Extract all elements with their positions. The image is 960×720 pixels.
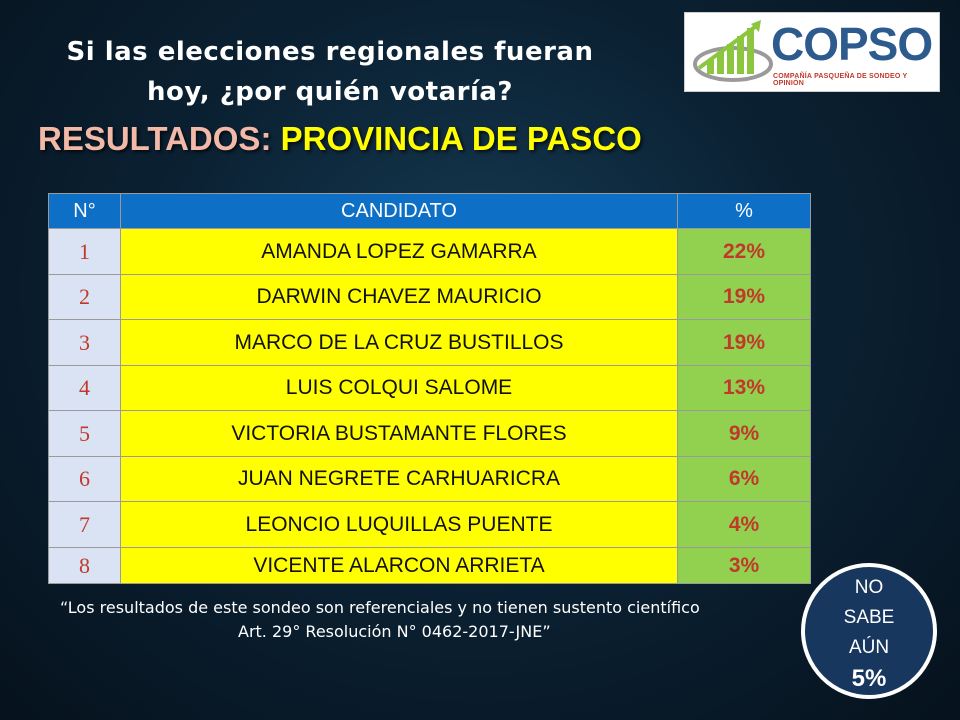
badge-line-3: AÚN bbox=[848, 637, 890, 658]
table-row: 4 LUIS COLQUI SALOME 13% bbox=[48, 365, 811, 411]
candidate-name: LEONCIO LUQUILLAS PUENTE bbox=[120, 501, 678, 548]
candidate-name: AMANDA LOPEZ GAMARRA bbox=[120, 228, 678, 275]
row-number: 8 bbox=[48, 547, 121, 584]
table-row: 3 MARCO DE LA CRUZ BUSTILLOS 19% bbox=[48, 319, 811, 366]
disclaimer-line-2: Art. 29° Resolución N° 0462-2017-JNE” bbox=[238, 622, 551, 641]
candidate-name: MARCO DE LA CRUZ BUSTILLOS bbox=[120, 319, 678, 366]
copso-logo: COPSO COMPAÑÍA PASQUEÑA DE SONDEO Y OPIN… bbox=[684, 12, 940, 92]
candidate-percent: 13% bbox=[677, 365, 811, 411]
table-row: 8 VICENTE ALARCON ARRIETA 3% bbox=[48, 547, 811, 584]
table-row: 2 DARWIN CHAVEZ MAURICIO 19% bbox=[48, 274, 811, 320]
row-number: 5 bbox=[48, 410, 121, 457]
candidate-name: VICENTE ALARCON ARRIETA bbox=[120, 547, 678, 584]
candidate-percent: 22% bbox=[677, 228, 811, 275]
logo-name: COPSO bbox=[771, 18, 933, 70]
candidate-percent: 3% bbox=[677, 547, 811, 584]
badge-line-1: NO bbox=[854, 577, 884, 598]
row-number: 3 bbox=[48, 319, 121, 366]
candidate-percent: 19% bbox=[677, 319, 811, 366]
title-line-2: hoy, ¿por quién votaría? bbox=[146, 77, 514, 107]
badge-line-2: SABE bbox=[843, 607, 895, 628]
disclaimer-note: “Los resultados de este sondeo son refer… bbox=[40, 596, 780, 644]
title-line-1: Si las elecciones regionales fueran bbox=[66, 37, 594, 67]
candidate-name: LUIS COLQUI SALOME bbox=[120, 365, 678, 411]
header-percent: % bbox=[677, 193, 811, 229]
row-number: 7 bbox=[48, 501, 121, 548]
subtitle-label: RESULTADOS: bbox=[38, 120, 281, 157]
candidate-name: DARWIN CHAVEZ MAURICIO bbox=[120, 274, 678, 320]
table-header-row: N° CANDIDATO % bbox=[48, 193, 811, 229]
candidate-percent: 6% bbox=[677, 456, 811, 502]
badge-percent: 5% bbox=[851, 665, 887, 692]
row-number: 2 bbox=[48, 274, 121, 320]
row-number: 1 bbox=[48, 228, 121, 275]
subtitle-province: PROVINCIA DE PASCO bbox=[280, 120, 642, 157]
row-number: 4 bbox=[48, 365, 121, 411]
table-row: 1 AMANDA LOPEZ GAMARRA 22% bbox=[48, 228, 811, 275]
table-row: 6 JUAN NEGRETE CARHUARICRA 6% bbox=[48, 456, 811, 502]
candidate-percent: 9% bbox=[677, 410, 811, 457]
header-candidate: CANDIDATO bbox=[120, 193, 678, 229]
row-number: 6 bbox=[48, 456, 121, 502]
undecided-badge: NO SABE AÚN 5% bbox=[801, 563, 937, 699]
candidate-percent: 19% bbox=[677, 274, 811, 320]
table-row: 7 LEONCIO LUQUILLAS PUENTE 4% bbox=[48, 501, 811, 548]
page-title: Si las elecciones regionales fueran hoy,… bbox=[40, 32, 620, 112]
candidate-name: VICTORIA BUSTAMANTE FLORES bbox=[120, 410, 678, 457]
logo-tagline: COMPAÑÍA PASQUEÑA DE SONDEO Y OPINIÓN bbox=[773, 73, 908, 87]
header-number: N° bbox=[48, 193, 121, 229]
disclaimer-line-1: “Los resultados de este sondeo son refer… bbox=[60, 598, 700, 617]
results-table: N° CANDIDATO % 1 AMANDA LOPEZ GAMARRA 22… bbox=[48, 193, 811, 584]
candidate-name: JUAN NEGRETE CARHUARICRA bbox=[120, 456, 678, 502]
table-row: 5 VICTORIA BUSTAMANTE FLORES 9% bbox=[48, 410, 811, 457]
copso-growth-arrow-icon bbox=[693, 20, 773, 82]
results-subtitle: RESULTADOS: PROVINCIA DE PASCO bbox=[38, 120, 642, 158]
candidate-percent: 4% bbox=[677, 501, 811, 548]
